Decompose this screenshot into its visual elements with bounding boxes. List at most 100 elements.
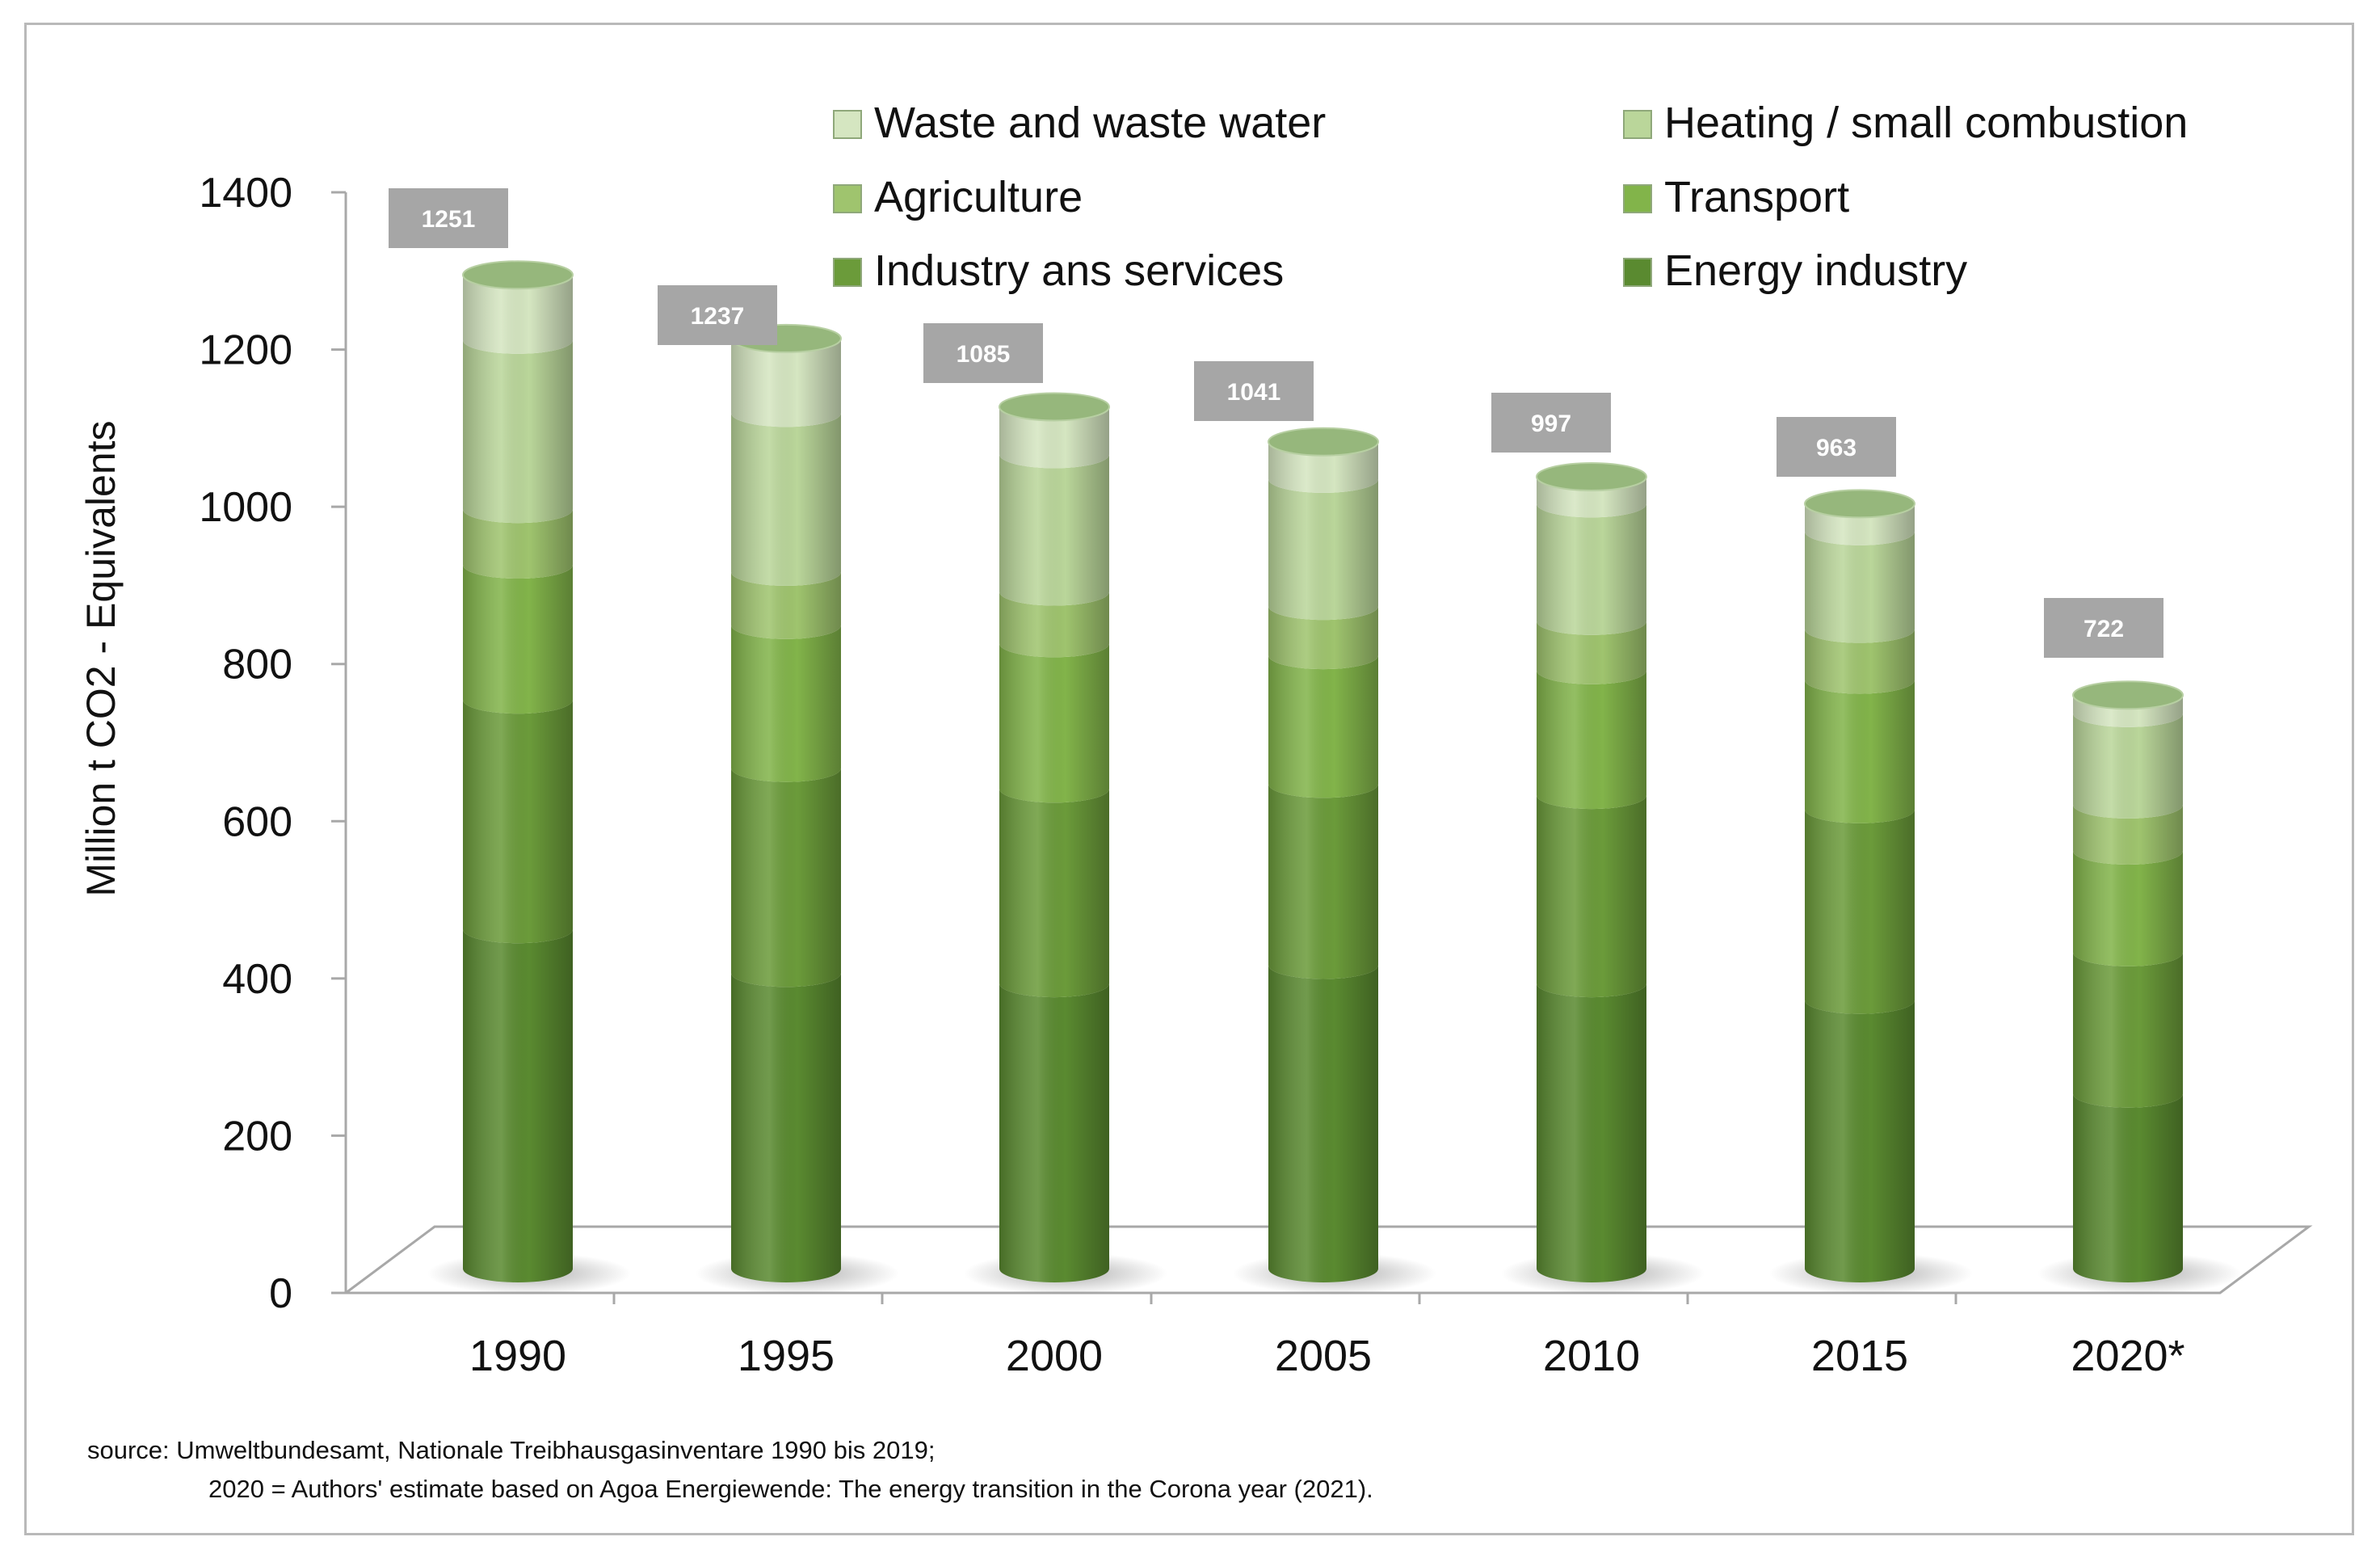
legend-swatch <box>833 110 862 139</box>
y-tick-label: 600 <box>222 798 292 845</box>
total-label-1995: 1237 <box>658 285 777 345</box>
total-label-text: 1251 <box>422 206 476 233</box>
bar-2005 <box>1233 427 1436 1295</box>
total-label-box <box>2044 598 2163 658</box>
total-label-text: 963 <box>1816 435 1856 461</box>
segment-agriculture-shade <box>731 571 841 639</box>
segment-transport-shade <box>999 643 1109 803</box>
legend-item-energy-industry: Energy industry <box>1623 246 1967 295</box>
segment-transport-shade <box>1268 655 1378 798</box>
y-tick-label: 400 <box>222 956 292 1003</box>
segment-industry-ans-services-shade <box>1268 784 1378 979</box>
segment-heating-small-combustion-shade <box>1537 503 1646 635</box>
segment-energy-industry-shade <box>1537 983 1646 1282</box>
bar-top-cap <box>999 392 1110 422</box>
segment-heating-small-combustion-shade <box>999 454 1109 606</box>
bar-top-cap <box>2072 680 2184 710</box>
total-label-text: 997 <box>1531 410 1571 437</box>
bar-top-cap <box>462 260 574 290</box>
total-label-1990: 1251 <box>389 188 508 248</box>
segment-heating-small-combustion-shade <box>1268 478 1378 621</box>
legend-label: Industry ans services <box>874 246 1284 295</box>
segment-heating-small-combustion-shade <box>731 413 841 586</box>
bars-group <box>427 260 2241 1295</box>
total-label-box <box>1491 393 1611 453</box>
segment-waste-and-waste-water-shade <box>2073 695 2183 727</box>
bar-top-cap <box>1268 427 1379 457</box>
y-tick-label: 0 <box>269 1270 292 1317</box>
segment-agriculture-shade <box>1805 629 1915 694</box>
total-label-box <box>1194 361 1314 421</box>
legend-item-waste-and-waste-water: Waste and waste water <box>833 99 1326 147</box>
segment-transport-shade <box>1537 670 1646 810</box>
legend-swatch <box>1623 184 1652 213</box>
segment-energy-industry-shade <box>999 983 1109 1282</box>
total-label-2010: 997 <box>1491 393 1611 453</box>
total-label-box <box>1777 417 1896 477</box>
legend-label: Transport <box>1664 173 1849 221</box>
legend-swatch <box>1623 110 1652 139</box>
bar-2010 <box>1501 461 1705 1295</box>
bar-2020 <box>2037 680 2241 1295</box>
legend-label: Waste and waste water <box>874 99 1326 147</box>
segment-waste-and-waste-water-shade <box>463 275 573 354</box>
bar-2000 <box>964 392 1167 1295</box>
segment-agriculture-shade <box>999 592 1109 658</box>
segment-heating-small-combustion-shade <box>463 339 573 524</box>
segment-agriculture-shade <box>1537 621 1646 684</box>
segment-agriculture-shade <box>463 509 573 579</box>
segment-transport-shade <box>463 565 573 714</box>
legend-item-agriculture: Agriculture <box>833 173 1083 221</box>
source-line-2: 2020 = Authors' estimate based on Agoa E… <box>208 1475 1373 1503</box>
legend-label: Agriculture <box>874 173 1083 221</box>
y-axis-ticks: 0 200 400 600 800 1000 1200 1400 <box>199 170 346 1317</box>
x-tick-label-1995: 1995 <box>738 1332 835 1380</box>
segment-waste-and-waste-water-shade <box>731 338 841 427</box>
total-label-text: 1237 <box>691 303 745 330</box>
x-tick-label-2010: 2010 <box>1543 1332 1640 1380</box>
y-tick-label: 200 <box>222 1113 292 1160</box>
y-axis-title: Million t CO2 - Equivalents <box>78 420 124 896</box>
segment-heating-small-combustion-shade <box>2073 713 2183 819</box>
segment-energy-industry-shade <box>1805 1000 1915 1282</box>
legend-item-heating-small-combustion: Heating / small combustion <box>1623 99 2188 147</box>
total-label-2020: 722 <box>2044 598 2163 658</box>
legend-item-industry-ans-services: Industry ans services <box>833 246 1284 295</box>
total-labels: 1251 1237 1085 1041 997 963 722 <box>389 188 2163 658</box>
segment-waste-and-waste-water-shade <box>1268 441 1378 493</box>
bar-1995 <box>696 323 899 1295</box>
y-tick-label: 1000 <box>199 484 292 531</box>
total-label-text: 722 <box>2084 616 2124 642</box>
legend-label: Heating / small combustion <box>1664 99 2188 147</box>
x-tick-label-2000: 2000 <box>1006 1332 1103 1380</box>
segment-heating-small-combustion-shade <box>1805 531 1915 643</box>
total-label-box <box>923 323 1043 383</box>
total-label-text: 1085 <box>957 341 1011 368</box>
bar-top-cap <box>1804 489 1915 519</box>
segment-transport-shade <box>2073 850 2183 966</box>
segment-industry-ans-services-shade <box>1537 795 1646 998</box>
segment-waste-and-waste-water-shade <box>999 406 1109 469</box>
y-tick-label: 1400 <box>199 170 292 217</box>
y-tick-label: 1200 <box>199 327 292 374</box>
source-line-1: source: Umweltbundesamt, Nationale Treib… <box>87 1436 936 1464</box>
segment-waste-and-waste-water-shade <box>1537 476 1646 518</box>
segment-energy-industry-shade <box>1268 965 1378 1282</box>
x-tick-label-2005: 2005 <box>1275 1332 1372 1380</box>
legend-swatch <box>833 258 862 287</box>
total-label-box <box>658 285 777 345</box>
chart-frame <box>24 23 2354 1535</box>
total-label-box <box>389 188 508 248</box>
segment-energy-industry-shade <box>2073 1093 2183 1282</box>
bar-1990 <box>427 260 631 1295</box>
legend: Waste and waste water Heating / small com… <box>833 99 2188 295</box>
x-tick-label-2020: 2020* <box>2071 1332 2184 1380</box>
segment-industry-ans-services-shade <box>2073 952 2183 1108</box>
x-tick-label-2015: 2015 <box>1811 1332 1908 1380</box>
bar-2015 <box>1769 489 1973 1295</box>
bar-top-cap <box>1536 461 1647 491</box>
legend-item-transport: Transport <box>1623 173 1849 221</box>
y-tick-label: 800 <box>222 642 292 688</box>
segment-industry-ans-services-shade <box>463 700 573 944</box>
